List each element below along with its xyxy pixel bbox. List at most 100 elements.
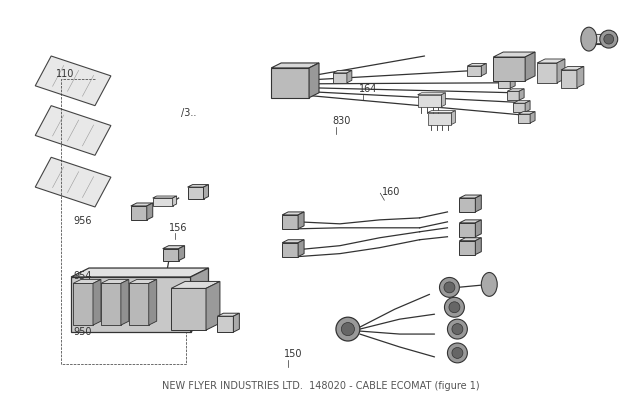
Polygon shape [513, 103, 525, 112]
Polygon shape [153, 196, 177, 198]
Polygon shape [507, 89, 524, 91]
Text: 956: 956 [73, 216, 91, 226]
Circle shape [341, 322, 354, 336]
Circle shape [600, 30, 618, 48]
Circle shape [449, 302, 460, 313]
Polygon shape [233, 313, 239, 332]
Polygon shape [131, 206, 147, 220]
Polygon shape [271, 68, 309, 98]
Polygon shape [217, 313, 239, 316]
Polygon shape [217, 316, 233, 332]
Text: 160: 160 [383, 187, 401, 197]
Polygon shape [333, 73, 347, 83]
Polygon shape [561, 66, 584, 70]
Polygon shape [561, 70, 577, 88]
Polygon shape [518, 112, 535, 114]
Polygon shape [190, 268, 208, 332]
Polygon shape [459, 223, 475, 237]
Polygon shape [347, 70, 352, 83]
Polygon shape [131, 203, 153, 206]
Polygon shape [179, 246, 185, 260]
Polygon shape [482, 64, 486, 76]
Polygon shape [71, 268, 208, 277]
Polygon shape [149, 280, 157, 325]
Circle shape [452, 348, 463, 358]
Text: 156: 156 [169, 223, 188, 233]
Polygon shape [298, 212, 304, 229]
Polygon shape [73, 284, 93, 325]
Polygon shape [577, 66, 584, 88]
Polygon shape [282, 240, 304, 243]
Polygon shape [121, 280, 129, 325]
Polygon shape [442, 93, 446, 107]
Polygon shape [525, 52, 535, 81]
Polygon shape [171, 288, 206, 330]
Polygon shape [188, 185, 208, 187]
Polygon shape [459, 198, 475, 212]
Polygon shape [507, 91, 519, 100]
Polygon shape [71, 277, 190, 332]
Polygon shape [530, 112, 535, 123]
Polygon shape [101, 284, 121, 325]
Polygon shape [282, 243, 298, 257]
Circle shape [604, 34, 613, 44]
Text: /3..: /3.. [181, 108, 196, 118]
Polygon shape [73, 280, 101, 284]
Circle shape [448, 319, 467, 339]
Text: 150: 150 [284, 349, 303, 359]
Polygon shape [271, 63, 319, 68]
Polygon shape [163, 246, 185, 249]
Circle shape [448, 343, 467, 363]
Text: NEW FLYER INDUSTRIES LTD.  148020 - CABLE ECOMAT (figure 1): NEW FLYER INDUSTRIES LTD. 148020 - CABLE… [162, 381, 480, 391]
Polygon shape [459, 220, 482, 223]
Text: 830: 830 [332, 116, 351, 126]
Polygon shape [459, 195, 482, 198]
Polygon shape [163, 249, 179, 260]
Polygon shape [518, 114, 530, 123]
Polygon shape [467, 66, 482, 76]
Polygon shape [475, 220, 482, 237]
Polygon shape [173, 196, 177, 206]
Ellipse shape [482, 272, 497, 296]
Polygon shape [333, 70, 352, 73]
Text: 110: 110 [56, 69, 74, 79]
Polygon shape [537, 63, 557, 83]
Polygon shape [428, 113, 451, 124]
Polygon shape [428, 111, 455, 113]
Polygon shape [537, 59, 565, 63]
Text: 954: 954 [73, 272, 91, 282]
Polygon shape [298, 240, 304, 257]
Polygon shape [147, 203, 153, 220]
Polygon shape [129, 280, 157, 284]
Polygon shape [204, 185, 208, 199]
Polygon shape [93, 280, 101, 325]
Ellipse shape [581, 27, 597, 51]
Polygon shape [153, 198, 173, 206]
Polygon shape [309, 63, 319, 98]
Polygon shape [459, 241, 475, 255]
Polygon shape [525, 101, 530, 112]
Polygon shape [282, 215, 298, 229]
Polygon shape [493, 52, 535, 57]
Polygon shape [171, 282, 220, 288]
Text: 164: 164 [359, 84, 377, 94]
Polygon shape [510, 77, 515, 88]
Polygon shape [188, 187, 204, 199]
Polygon shape [35, 106, 111, 155]
Polygon shape [129, 284, 149, 325]
Polygon shape [519, 89, 524, 100]
Polygon shape [282, 212, 304, 215]
Polygon shape [417, 93, 446, 95]
Polygon shape [35, 56, 111, 106]
Circle shape [444, 297, 464, 317]
Polygon shape [459, 238, 482, 241]
Polygon shape [493, 57, 525, 81]
Circle shape [336, 317, 360, 341]
Polygon shape [498, 77, 515, 79]
Polygon shape [498, 79, 510, 88]
Polygon shape [557, 59, 565, 83]
Circle shape [439, 278, 459, 297]
Polygon shape [35, 157, 111, 207]
Polygon shape [417, 95, 442, 107]
Polygon shape [475, 195, 482, 212]
